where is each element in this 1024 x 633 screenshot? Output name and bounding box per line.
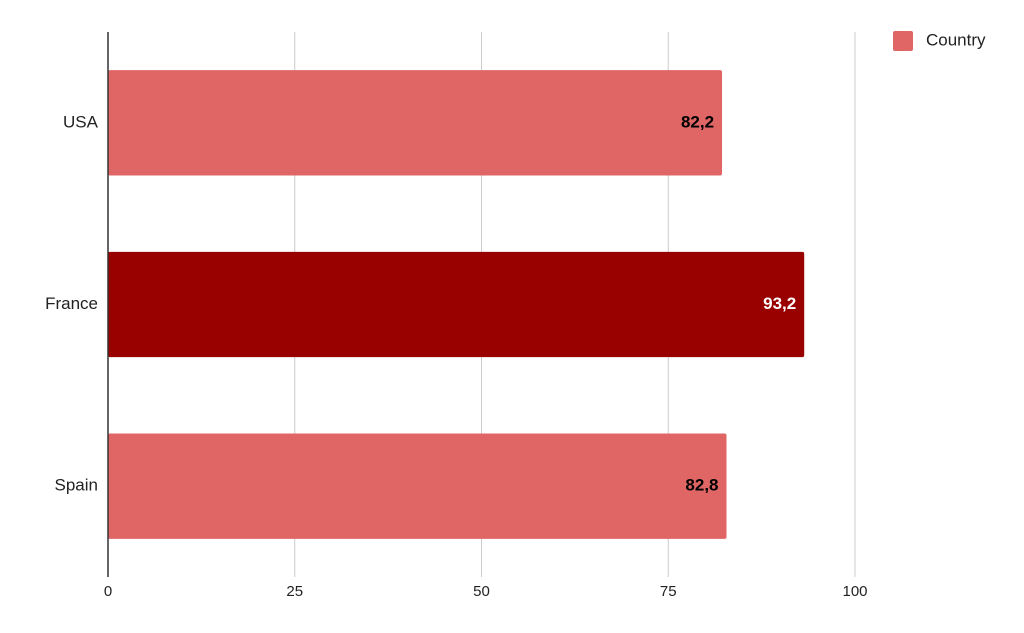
bar [108,251,805,358]
bar [108,70,723,176]
x-tick-label: 25 [286,583,303,600]
x-tick-label: 100 [842,583,867,600]
y-tick-label: Spain [55,476,98,495]
x-tick-label: 50 [473,583,490,600]
x-tick-label: 0 [104,583,112,600]
value-label: 82,8 [685,476,718,495]
y-tick-label: France [45,294,98,313]
value-label: 82,2 [681,112,714,131]
y-tick-label: USA [63,112,99,131]
legend-swatch [893,31,913,51]
legend-label: Country [926,30,986,49]
value-label: 93,2 [763,294,796,313]
x-tick-label: 75 [660,583,677,600]
bar [108,433,727,539]
